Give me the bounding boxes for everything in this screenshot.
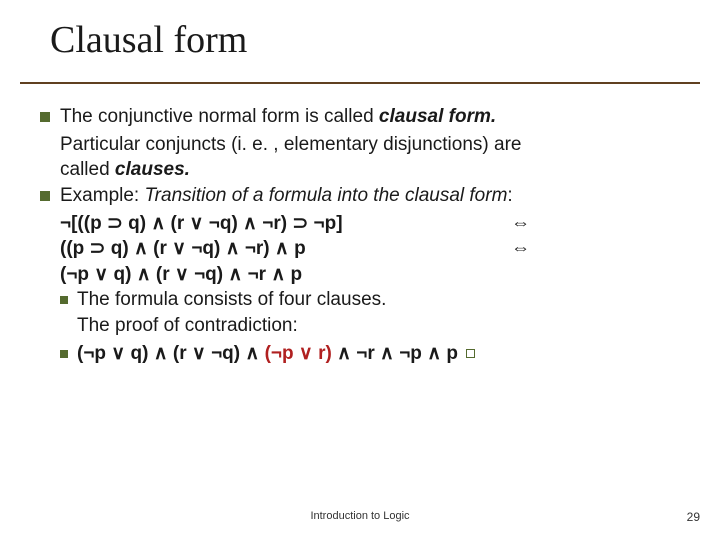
formula: ((p ⊃ q) ∧ (r ∨ ¬q) ∧ ¬r) ∧ p xyxy=(60,236,306,262)
term-clausal-form: clausal form. xyxy=(379,106,496,127)
end-marker-icon xyxy=(466,349,475,358)
square-bullet-icon xyxy=(60,350,68,358)
continuation-line: Particular conjuncts (i. e. , elementary… xyxy=(40,132,690,158)
italic-text: Transition of a formula into the clausal… xyxy=(144,185,507,206)
sub-bullet-2: (¬p ∨ q) ∧ (r ∨ ¬q) ∧ (¬p ∨ r) ∧ ¬r ∧ ¬p… xyxy=(60,341,690,367)
text: : xyxy=(507,185,512,206)
equiv-symbol: ⇔ xyxy=(511,236,530,262)
footer-text: Introduction to Logic xyxy=(0,510,720,522)
formula-line-3: (¬p ∨ q) ∧ (r ∨ ¬q) ∧ ¬r ∧ p xyxy=(40,262,690,288)
square-bullet-icon xyxy=(60,296,68,304)
bullet-item-1: The conjunctive normal form is called cl… xyxy=(40,104,690,130)
text: Particular conjuncts (i. e. , elementary… xyxy=(60,134,521,155)
square-bullet-icon xyxy=(40,112,50,122)
bullet-text: (¬p ∨ q) ∧ (r ∨ ¬q) ∧ (¬p ∨ r) ∧ ¬r ∧ ¬p… xyxy=(77,341,690,367)
text: The formula consists of four clauses. xyxy=(77,287,690,313)
text: called xyxy=(60,159,115,180)
bullet-text: The conjunctive normal form is called cl… xyxy=(60,104,690,130)
formula-part: (¬p ∨ q) ∧ (r ∨ ¬q) ∧ xyxy=(77,343,265,364)
text: Example: xyxy=(60,185,144,206)
continuation-line: called clauses. xyxy=(40,157,690,183)
text: The conjunctive normal form is called xyxy=(60,106,379,127)
term-clauses: clauses. xyxy=(115,159,190,180)
formula-highlight: (¬p ∨ r) xyxy=(265,343,332,364)
formula-line-2: ((p ⊃ q) ∧ (r ∨ ¬q) ∧ ¬r) ∧ p ⇔ xyxy=(40,236,690,262)
formula: (¬p ∨ q) ∧ (r ∨ ¬q) ∧ ¬r ∧ p xyxy=(60,264,302,285)
bullet-item-2: Example: Transition of a formula into th… xyxy=(40,183,690,209)
formula-line-1: ¬[((p ⊃ q) ∧ (r ∨ ¬q) ∧ ¬r) ⊃ ¬p] ⇔ xyxy=(40,211,690,237)
formula: ¬[((p ⊃ q) ∧ (r ∨ ¬q) ∧ ¬r) ⊃ ¬p] xyxy=(60,211,343,237)
page-number: 29 xyxy=(687,510,700,524)
formula-part: ∧ ¬r ∧ ¬p ∧ p xyxy=(332,343,458,364)
page-title: Clausal form xyxy=(50,18,720,62)
content-area: The conjunctive normal form is called cl… xyxy=(0,84,720,366)
text: The proof of contradiction: xyxy=(77,313,690,339)
sub-bullet-1: The formula consists of four clauses. Th… xyxy=(60,287,690,338)
sub-list: The formula consists of four clauses. Th… xyxy=(40,287,690,366)
bullet-text: Example: Transition of a formula into th… xyxy=(60,183,690,209)
square-bullet-icon xyxy=(40,191,50,201)
equiv-symbol: ⇔ xyxy=(511,211,530,237)
bullet-text: The formula consists of four clauses. Th… xyxy=(77,287,690,338)
